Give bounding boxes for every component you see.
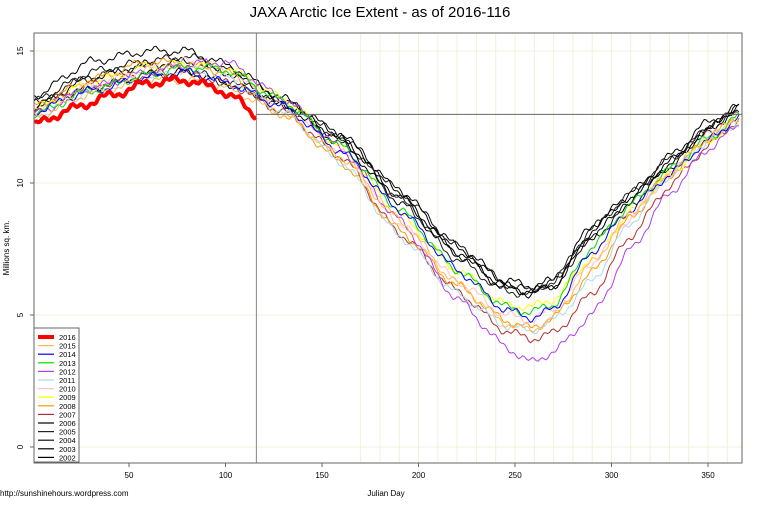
legend-label-2015: 2015 <box>59 342 76 351</box>
series-line-2014 <box>34 68 740 323</box>
x-tick-label: 100 <box>219 471 233 480</box>
chart-title: JAXA Arctic Ice Extent - as of 2016-116 <box>250 4 511 21</box>
y-tick-label: 15 <box>16 46 25 55</box>
series-line-2008 <box>34 57 740 329</box>
y-tick-label: 0 <box>16 444 25 449</box>
series-line-2009 <box>34 59 740 311</box>
y-tick-label: 5 <box>16 312 25 317</box>
legend-label-2003: 2003 <box>59 445 76 454</box>
legend-label-2009: 2009 <box>59 393 76 402</box>
y-axis-label: Millions sq. km. <box>2 221 11 276</box>
series-line-2010 <box>34 56 740 325</box>
series-line-2015 <box>34 74 740 333</box>
legend-label-2014: 2014 <box>59 350 76 359</box>
series-line-2016 <box>33 74 258 125</box>
legend-label-2005: 2005 <box>59 428 76 437</box>
series-line-2013 <box>34 62 740 316</box>
series-line-2004 <box>34 53 740 294</box>
series-line-2012 <box>33 58 739 362</box>
grid <box>34 33 742 463</box>
legend-label-2010: 2010 <box>59 385 76 394</box>
x-tick-label: 350 <box>701 471 715 480</box>
legend-label-2011: 2011 <box>59 376 75 385</box>
x-axis-label: Julian Day <box>367 489 404 498</box>
x-tick-label: 200 <box>412 471 426 480</box>
x-tick-label: 50 <box>125 471 134 480</box>
plot-frame <box>33 32 743 464</box>
legend-label-2006: 2006 <box>59 419 76 428</box>
legend-label-2012: 2012 <box>59 367 76 376</box>
x-tick-label: 250 <box>508 471 522 480</box>
series-lines <box>33 45 740 362</box>
legend-label-2013: 2013 <box>59 359 76 368</box>
source-url: http://sunshinehours.wordpress.com <box>0 489 129 498</box>
series-line-2003 <box>34 45 740 291</box>
axis-ticks: 50 100 150 200 250 300 350 0 5 10 15 <box>16 46 715 480</box>
reference-lines <box>255 33 742 463</box>
series-line-2005 <box>33 62 740 298</box>
legend-label-2008: 2008 <box>59 402 76 411</box>
x-tick-label: 150 <box>315 471 329 480</box>
legend-label-2002: 2002 <box>59 453 76 462</box>
legend-label-2016: 2016 <box>59 333 76 342</box>
y-tick-label: 10 <box>16 178 25 187</box>
series-line-2011 <box>34 65 739 335</box>
legend-label-2004: 2004 <box>59 436 76 445</box>
series-line-2007 <box>34 67 740 344</box>
series-line-2002 <box>34 56 740 296</box>
legend-label-2007: 2007 <box>59 410 76 419</box>
legend: 2016201520142013201220112010200920082007… <box>33 327 80 463</box>
x-tick-label: 300 <box>605 471 619 480</box>
